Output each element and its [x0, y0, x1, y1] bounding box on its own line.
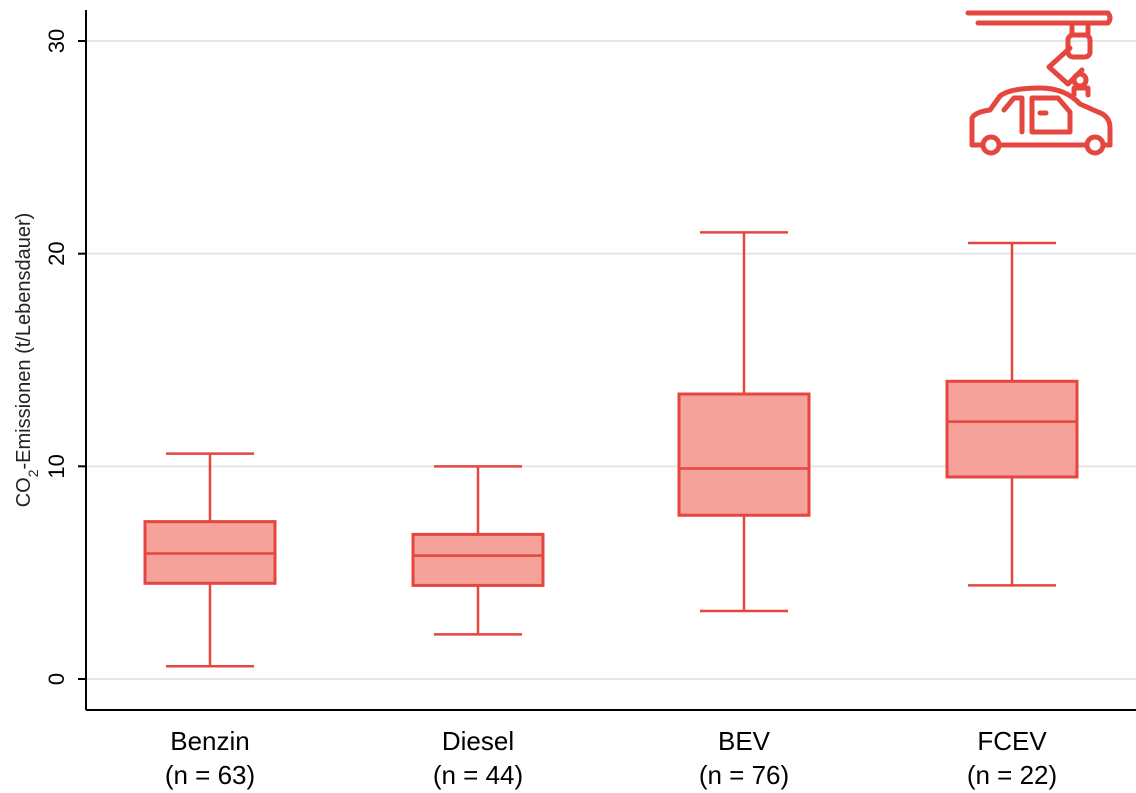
category-label-bev: BEV	[718, 726, 771, 756]
y-axis-title-suffix: -Emissionen (t/Lebensdauer)	[13, 213, 35, 470]
y-axis-title-subscript: 2	[25, 469, 41, 477]
y-axis-title-prefix: CO	[13, 477, 35, 507]
category-count-fcev: (n = 22)	[967, 760, 1057, 790]
iqr-box	[945, 379, 1079, 479]
x-category-labels: Benzin (n = 63) Diesel (n = 44) BEV (n = 76) F…	[165, 726, 1057, 790]
category-label-diesel: Diesel	[442, 726, 514, 756]
box-fcev	[945, 241, 1079, 587]
category-label-benzin: Benzin	[170, 726, 250, 756]
iqr-box	[411, 532, 545, 587]
axes	[85, 10, 1136, 711]
category-count-benzin: (n = 63)	[165, 760, 255, 790]
ytick-label-20: 20	[44, 241, 69, 265]
box-bev	[677, 231, 811, 613]
robot-arm-car-assembly-icon	[965, 10, 1113, 156]
y-axis-title: CO2-Emissionen (t/Lebensdauer)	[13, 213, 41, 508]
y-ticks: 0 10 20 30	[44, 29, 86, 685]
boxes	[143, 231, 1079, 668]
ytick-label-0: 0	[44, 673, 69, 685]
ytick-label-10: 10	[44, 454, 69, 478]
box-benzin	[143, 452, 277, 668]
box-diesel	[411, 465, 545, 636]
iqr-box	[677, 392, 811, 517]
category-count-bev: (n = 76)	[699, 760, 789, 790]
ytick-label-30: 30	[44, 29, 69, 53]
category-label-fcev: FCEV	[977, 726, 1047, 756]
category-count-diesel: (n = 44)	[433, 760, 523, 790]
